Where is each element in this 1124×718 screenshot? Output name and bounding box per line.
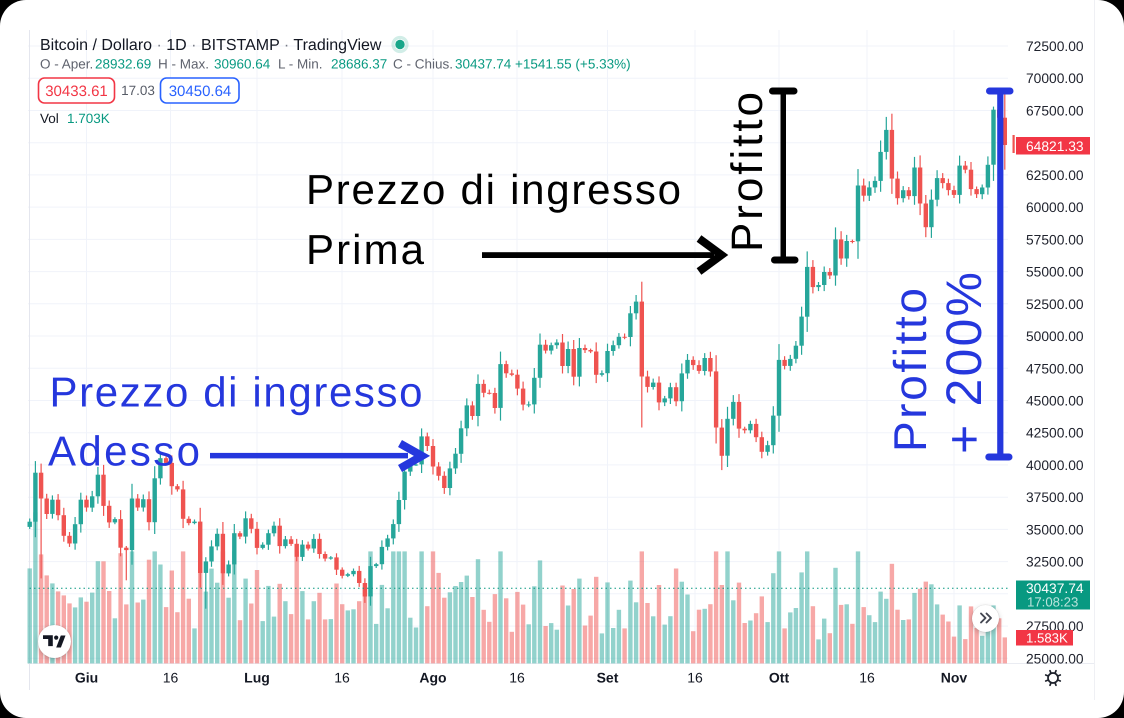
svg-text:30437.74: 30437.74 bbox=[1026, 581, 1084, 596]
svg-text:1.583K: 1.583K bbox=[1026, 630, 1068, 645]
svg-text:Nov: Nov bbox=[941, 670, 968, 686]
svg-text:Bitcoin / Dollaro · 1D · BITST: Bitcoin / Dollaro · 1D · BITSTAMP · Trad… bbox=[40, 37, 382, 54]
svg-text:O - Aper.: O - Aper. bbox=[40, 57, 93, 72]
svg-text:52500.00: 52500.00 bbox=[1026, 297, 1084, 312]
svg-text:28686.37: 28686.37 bbox=[331, 57, 387, 72]
svg-text:60000.00: 60000.00 bbox=[1026, 200, 1084, 215]
svg-text:16: 16 bbox=[163, 670, 179, 686]
svg-text:55000.00: 55000.00 bbox=[1026, 265, 1084, 280]
svg-text:30450.64: 30450.64 bbox=[169, 83, 232, 100]
svg-text:Set: Set bbox=[597, 670, 619, 686]
svg-text:L - Min.: L - Min. bbox=[278, 57, 323, 72]
svg-text:25000.00: 25000.00 bbox=[1026, 651, 1084, 666]
svg-text:17:08:23: 17:08:23 bbox=[1027, 595, 1078, 610]
svg-text:64821.33: 64821.33 bbox=[1026, 139, 1084, 154]
svg-text:16: 16 bbox=[687, 670, 703, 686]
svg-text:+1541.55 (+5.33%): +1541.55 (+5.33%) bbox=[515, 57, 631, 72]
svg-text:30433.61: 30433.61 bbox=[45, 83, 108, 100]
svg-text:Giu: Giu bbox=[75, 670, 98, 686]
svg-text:Profitto: Profitto bbox=[723, 92, 772, 252]
svg-text:17.03: 17.03 bbox=[121, 83, 155, 98]
svg-text:72500.00: 72500.00 bbox=[1026, 39, 1084, 54]
svg-text:Prima: Prima bbox=[306, 226, 425, 273]
svg-text:45000.00: 45000.00 bbox=[1026, 394, 1084, 409]
svg-text:Vol: Vol bbox=[40, 111, 59, 126]
svg-text:Adesso: Adesso bbox=[48, 428, 200, 475]
svg-text:+ 200%: + 200% bbox=[936, 272, 992, 454]
svg-text:1.703K: 1.703K bbox=[67, 111, 110, 126]
svg-text:Lug: Lug bbox=[244, 670, 270, 686]
svg-text:40000.00: 40000.00 bbox=[1026, 458, 1084, 473]
svg-text:Ago: Ago bbox=[419, 670, 446, 686]
svg-text:67500.00: 67500.00 bbox=[1026, 104, 1084, 119]
svg-text:H - Max.: H - Max. bbox=[158, 57, 209, 72]
svg-text:57500.00: 57500.00 bbox=[1026, 232, 1084, 247]
svg-text:50000.00: 50000.00 bbox=[1026, 329, 1084, 344]
svg-text:16: 16 bbox=[334, 670, 350, 686]
svg-text:42500.00: 42500.00 bbox=[1026, 426, 1084, 441]
svg-text:32500.00: 32500.00 bbox=[1026, 555, 1084, 570]
svg-text:Prezzo di ingresso: Prezzo di ingresso bbox=[50, 369, 423, 416]
svg-text:30960.64: 30960.64 bbox=[214, 57, 271, 72]
svg-text:Ott: Ott bbox=[769, 670, 790, 686]
svg-text:16: 16 bbox=[859, 670, 875, 686]
svg-text:Prezzo di ingresso: Prezzo di ingresso bbox=[306, 166, 681, 213]
svg-text:30437.74: 30437.74 bbox=[455, 57, 512, 72]
svg-text:35000.00: 35000.00 bbox=[1026, 522, 1084, 537]
svg-text:Profitto: Profitto bbox=[884, 288, 936, 452]
svg-text:C - Chius.: C - Chius. bbox=[393, 57, 453, 72]
svg-text:70000.00: 70000.00 bbox=[1026, 71, 1084, 86]
svg-text:28932.69: 28932.69 bbox=[95, 57, 151, 72]
svg-text:37500.00: 37500.00 bbox=[1026, 490, 1084, 505]
svg-text:16: 16 bbox=[509, 670, 525, 686]
svg-text:47500.00: 47500.00 bbox=[1026, 361, 1084, 376]
svg-text:62500.00: 62500.00 bbox=[1026, 168, 1084, 183]
